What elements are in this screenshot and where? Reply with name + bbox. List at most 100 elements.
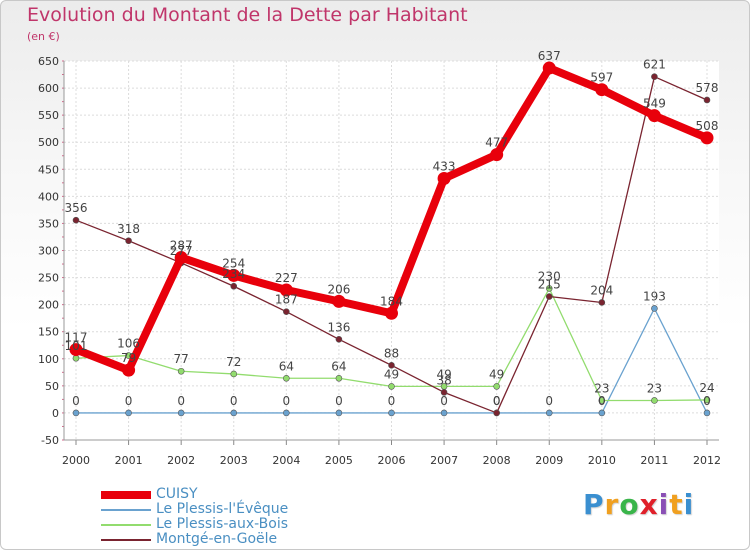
- data-point-series-1: [440, 409, 448, 417]
- data-point-series-2: [388, 383, 395, 390]
- x-tick-label: 2011: [640, 454, 668, 467]
- data-point-series-2: [493, 383, 500, 390]
- data-point-series-0: [542, 61, 556, 75]
- y-tick-label: 300: [38, 245, 59, 258]
- y-tick-label: 50: [45, 380, 59, 393]
- y-tick-label: 550: [38, 109, 59, 122]
- data-label: 433: [433, 159, 456, 173]
- x-tick-label: 2009: [535, 454, 563, 467]
- data-label: 215: [538, 278, 561, 292]
- data-label: 184: [380, 294, 403, 308]
- data-label: 0: [598, 394, 606, 408]
- chart-legend: CUISY Le Plessis-l'Évêque Le Plessis-aux-B…: [101, 486, 361, 547]
- data-label: 287: [170, 239, 193, 253]
- data-point-series-3: [598, 299, 606, 306]
- data-label: 106: [117, 337, 140, 351]
- data-label: 206: [327, 282, 350, 296]
- y-tick-label: 450: [38, 163, 59, 176]
- data-point-series-1: [388, 409, 395, 417]
- data-point-series-2: [545, 285, 553, 292]
- data-point-series-2: [283, 374, 290, 382]
- logo-letter: t: [669, 488, 684, 521]
- data-point-series-2: [598, 397, 606, 404]
- logo-letter: o: [619, 488, 640, 521]
- data-point-series-0: [174, 251, 188, 265]
- chart-unit-label: (en €): [27, 30, 60, 43]
- data-label: 23: [647, 381, 662, 395]
- logo-letter: i: [683, 488, 695, 521]
- chart-title: Evolution du Montant de la Dette par Hab…: [27, 4, 468, 26]
- x-tick-label: 2004: [272, 454, 300, 467]
- data-label: 64: [331, 359, 346, 373]
- logo-letter: P: [583, 488, 605, 521]
- data-label: 621: [643, 58, 666, 72]
- data-point-series-2: [230, 370, 238, 378]
- data-label: 77: [174, 352, 189, 366]
- legend-swatch: [101, 508, 151, 511]
- data-point-series-1: [230, 409, 238, 417]
- data-label: 277: [170, 244, 193, 258]
- y-tick-label: 500: [38, 136, 59, 149]
- data-label: 193: [643, 289, 666, 303]
- x-tick-label: 2008: [483, 454, 511, 467]
- data-label: 508: [696, 119, 719, 133]
- legend-label: Le Plessis-aux-Bois: [156, 516, 289, 532]
- legend-item: CUISY: [101, 486, 361, 502]
- x-tick-label: 2012: [693, 454, 721, 467]
- data-label: 88: [384, 346, 399, 360]
- data-label: 24: [699, 381, 714, 395]
- y-tick-label: 400: [38, 190, 59, 203]
- data-point-series-0: [700, 131, 714, 145]
- data-label: 597: [590, 71, 613, 85]
- data-point-series-1: [598, 409, 606, 417]
- legend-swatch: [101, 523, 151, 526]
- data-label: 72: [226, 355, 241, 369]
- data-point-series-1: [125, 409, 132, 417]
- data-label: 0: [493, 394, 501, 408]
- legend-swatch: [101, 490, 151, 499]
- x-tick-label: 2001: [115, 454, 143, 467]
- y-tick-label: 250: [38, 272, 59, 285]
- logo-letter: i: [658, 488, 670, 521]
- data-point-series-0: [279, 283, 293, 297]
- data-point-series-0: [647, 109, 661, 123]
- data-point-series-3: [493, 409, 500, 417]
- data-label: 227: [275, 271, 298, 285]
- data-label: 318: [117, 222, 140, 236]
- data-label: 49: [384, 367, 399, 381]
- y-tick-label: 200: [38, 299, 59, 312]
- data-label: 0: [230, 394, 238, 408]
- data-label: 0: [545, 394, 553, 408]
- data-label: 637: [538, 49, 561, 63]
- data-label: 477: [485, 136, 508, 150]
- data-point-series-3: [230, 282, 238, 290]
- data-label: 0: [72, 394, 80, 408]
- data-label: 0: [125, 394, 133, 408]
- x-tick-label: 2006: [378, 454, 406, 467]
- data-label: 234: [222, 267, 245, 281]
- data-label: 101: [65, 339, 88, 353]
- y-tick-label: 100: [38, 353, 59, 366]
- data-point-series-0: [227, 268, 241, 282]
- logo-letter: r: [604, 488, 620, 521]
- data-point-series-3: [283, 308, 290, 315]
- x-tick-label: 2010: [588, 454, 616, 467]
- legend-label: Montgé-en-Goële: [156, 531, 278, 547]
- data-label: 230: [538, 269, 561, 283]
- data-point-series-3: [335, 335, 343, 343]
- data-label: 23: [594, 381, 609, 395]
- legend-label: Le Plessis-l'Évêque: [156, 501, 289, 517]
- legend-item: Le Plessis-aux-Bois: [101, 516, 361, 532]
- data-point-series-3: [703, 96, 711, 104]
- data-label: 49: [436, 367, 451, 381]
- proxiti-logo: Proxiti: [583, 488, 694, 521]
- data-point-series-3: [440, 389, 448, 396]
- data-point-series-1: [651, 305, 658, 312]
- data-label: 0: [440, 394, 448, 408]
- data-label: 254: [222, 256, 245, 270]
- data-label: 0: [335, 394, 343, 408]
- data-point-series-3: [125, 237, 132, 245]
- data-point-series-3: [545, 293, 553, 300]
